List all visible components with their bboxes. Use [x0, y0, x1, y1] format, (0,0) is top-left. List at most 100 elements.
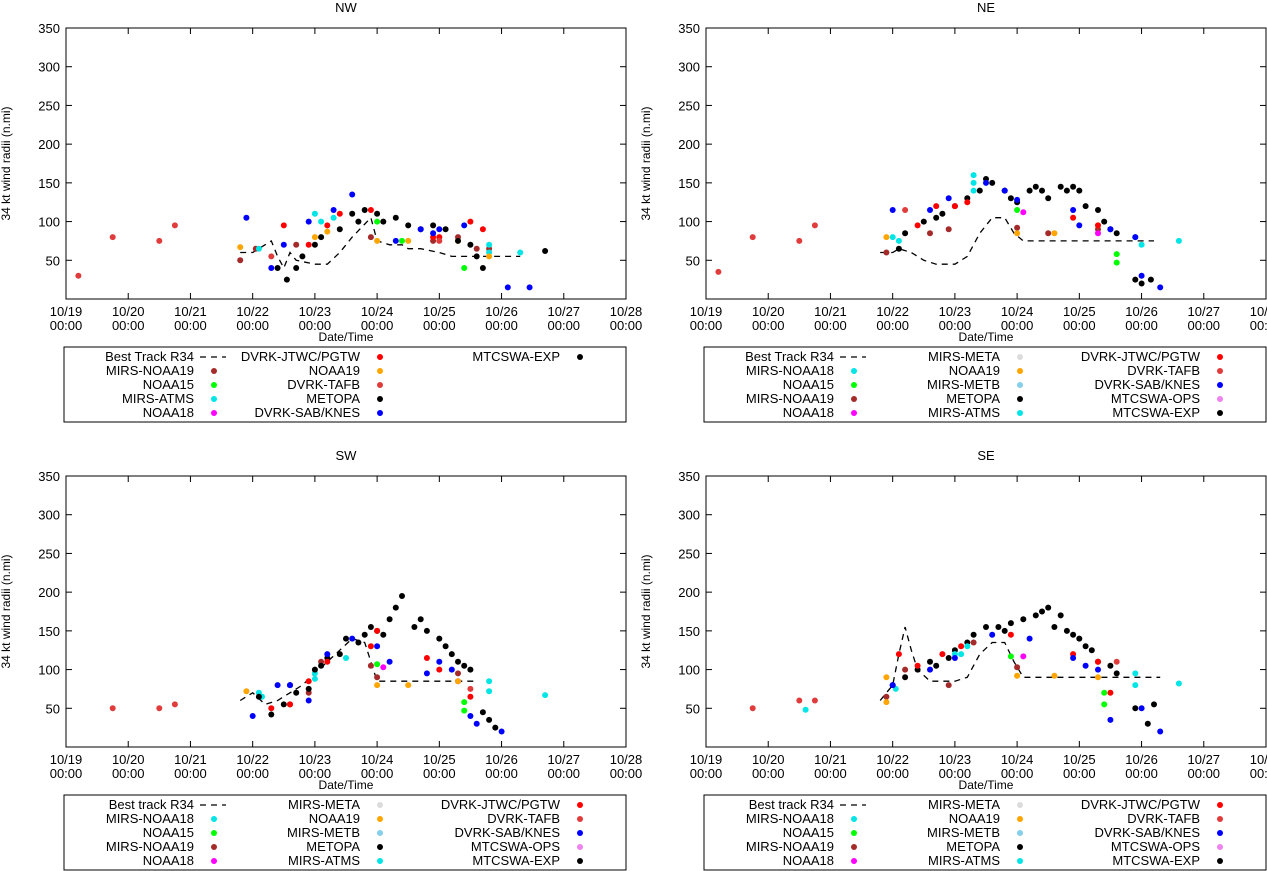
data-point-noaa15: [1014, 207, 1021, 213]
data-point-mirs-atms: [486, 688, 493, 695]
x-tick-label-date: 10/27: [1188, 752, 1221, 767]
x-tick-label-date: 10/27: [548, 304, 581, 319]
legend-marker: [851, 382, 857, 388]
legend-marker: [1217, 368, 1223, 374]
plot-frame: [65, 475, 627, 748]
data-point-noaa18: [1095, 230, 1101, 237]
data-point-metopa: [1039, 608, 1045, 615]
legend-label: MTCSWA-EXP: [472, 349, 560, 364]
x-axis-label: Date/Time: [319, 778, 374, 792]
data-point-mirs-atms: [486, 678, 493, 685]
data-point-metopa: [392, 604, 399, 611]
y-tick-label: 350: [38, 469, 60, 484]
x-tick-label-time: 00:00: [361, 318, 394, 333]
data-point-dvrk-jtwc-pgtw: [964, 199, 971, 206]
data-point-mirs-noaa19: [1045, 230, 1052, 237]
legend-label: DVRK-TAFB: [1127, 363, 1200, 378]
data-point-noaa19: [405, 237, 412, 244]
data-point-mirs-noaa19: [473, 245, 480, 252]
chart-panel-ne: NE 34 kt wind radii (n.mi) 50 100 150 200 250 3…: [639, 0, 1267, 423]
legend-label: NOAA19: [309, 811, 360, 826]
x-tick-label-date: 10/19: [50, 752, 83, 767]
data-point-mirs-atms: [1132, 682, 1139, 689]
legend-marker: [1017, 396, 1023, 402]
data-point-metopa: [380, 631, 387, 638]
legend-marker: [211, 368, 217, 374]
data-point-mirs-atms: [970, 187, 977, 194]
x-tick-label-time: 00:00: [50, 766, 83, 781]
data-point-dvrk-jtwc-pgtw: [1107, 689, 1114, 696]
data-point-mirs-noaa18: [311, 675, 318, 682]
legend-box: [63, 794, 627, 871]
data-point-noaa18: [1020, 209, 1027, 216]
data-point-metopa: [933, 662, 940, 669]
x-tick-label-date: 10/20: [752, 752, 785, 767]
data-point-dvrk-jtwc-pgtw: [367, 643, 374, 650]
legend-label: NOAA15: [143, 825, 194, 840]
data-point-mirs-atms: [318, 218, 325, 225]
data-point-metopa: [1147, 276, 1154, 283]
y-tick-label: 300: [38, 508, 60, 523]
x-tick-label-date: 10/20: [112, 752, 145, 767]
data-point-metopa: [1051, 624, 1058, 630]
data-point-noaa19: [883, 674, 890, 681]
data-point-metopa: [386, 616, 393, 623]
data-point-metopa: [255, 693, 262, 700]
legend-label: MIRS-NOAA19: [106, 839, 194, 854]
x-tick-label-date: 10/22: [236, 304, 269, 319]
data-point-noaa19: [374, 237, 381, 244]
data-point-dvrk-tafb: [749, 234, 756, 241]
legend-label: MIRS-NOAA19: [746, 839, 834, 854]
legend-label: METOPA: [946, 839, 1000, 854]
data-point-dvrk-sab-knes: [951, 655, 958, 661]
y-tick-label: 150: [678, 624, 700, 639]
data-point-dvrk-jtwc-pgtw: [324, 222, 331, 229]
x-tick-label-time: 00:00: [1063, 318, 1096, 333]
data-point-dvrk-tafb: [467, 685, 474, 692]
data-point-dvrk-sab-knes: [1095, 666, 1101, 673]
data-point-dvrk-sab-knes: [436, 658, 443, 665]
x-tick-label-date: 10/25: [1063, 752, 1096, 767]
data-point-metopa: [343, 635, 349, 642]
legend-marker: [211, 410, 217, 416]
legend-box: [63, 346, 627, 423]
legend-label: MTCSWA-EXP: [1112, 405, 1200, 420]
data-point-metopa: [1088, 647, 1095, 654]
data-point-noaa19: [1095, 674, 1101, 681]
data-point-dvrk-jtwc-pgtw: [939, 651, 946, 658]
legend-label: DVRK-TAFB: [287, 377, 360, 392]
x-tick-label-time: 00:00: [1125, 766, 1158, 781]
data-point-metopa: [430, 222, 437, 229]
legend-marker: [577, 830, 583, 836]
x-tick-label-time: 00:00: [423, 318, 456, 333]
legend-marker: [1017, 410, 1023, 416]
best-track-line: [879, 626, 1161, 701]
data-point-mirs-atms: [964, 643, 971, 650]
x-tick-label-time: 00:00: [876, 318, 909, 333]
legend-label: NOAA19: [309, 363, 360, 378]
data-point-mirs-noaa19: [970, 639, 977, 646]
data-point-metopa: [1113, 230, 1120, 237]
chart-title: NE: [977, 0, 995, 15]
legend-marker: [211, 844, 217, 850]
data-point-metopa: [280, 701, 287, 708]
legend-marker: [1217, 858, 1223, 864]
legend-marker: [851, 816, 857, 822]
data-point-noaa19: [243, 688, 250, 695]
legend-marker: [377, 844, 383, 850]
y-tick-label: 50: [46, 701, 60, 716]
legend-marker: [377, 830, 383, 836]
data-point-metopa: [1026, 187, 1033, 194]
data-point-dvrk-jtwc-pgtw: [367, 207, 374, 213]
data-point-mirs-atms: [889, 234, 896, 241]
legend-label: DVRK-JTWC/PGTW: [241, 349, 361, 364]
legend-label: Best Track R34: [105, 349, 194, 364]
x-tick-label-time: 00:00: [1188, 318, 1221, 333]
legend: Best Track R34MIRS-NOAA19NOAA15MIRS-ATMS…: [63, 346, 627, 423]
legend-marker: [1017, 382, 1023, 388]
x-tick-label-date: 10/26: [485, 752, 518, 767]
legend-label: MIRS-METB: [927, 377, 1000, 392]
x-tick-label-date: 10/27: [548, 752, 581, 767]
legend-marker: [211, 816, 217, 822]
